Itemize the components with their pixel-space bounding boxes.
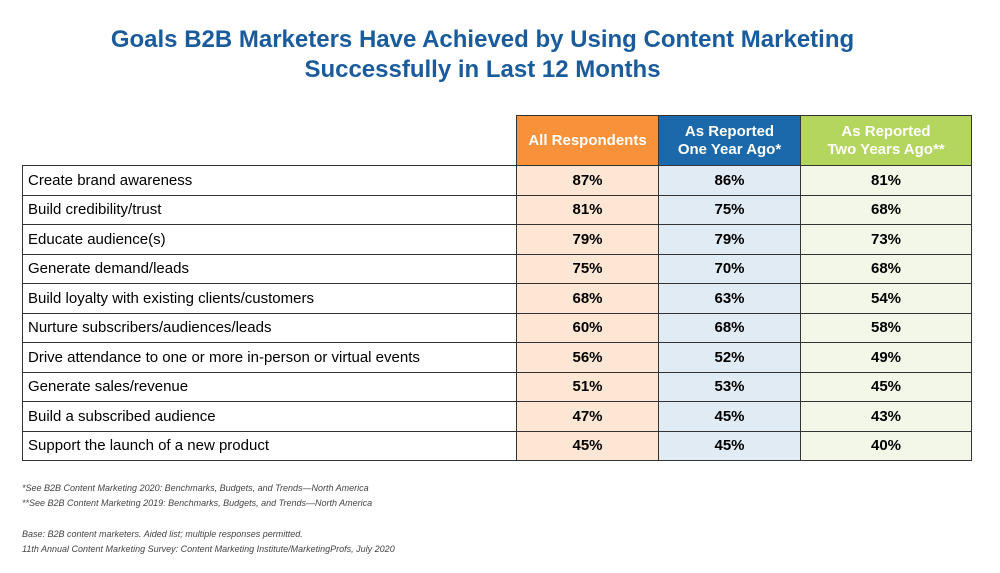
table-row: Nurture subscribers/audiences/leads 60% 68… — [22, 312, 972, 343]
value-all-respondents: 79% — [516, 224, 659, 255]
header-empty — [22, 115, 517, 166]
value-one-year-ago: 52% — [658, 342, 801, 373]
value-two-years-ago: 73% — [800, 224, 972, 255]
value-two-years-ago: 45% — [800, 371, 972, 402]
value-two-years-ago: 81% — [800, 165, 972, 196]
table-row: Drive attendance to one or more in-perso… — [22, 342, 972, 373]
value-two-years-ago: 58% — [800, 312, 972, 343]
header-line: As Reported — [684, 122, 775, 140]
header-line: As Reported — [841, 122, 931, 140]
title-line-2: Successfully in Last 12 Months — [304, 56, 661, 83]
title-line-1: Goals B2B Marketers Have Achieved by Usi… — [110, 26, 855, 53]
row-label: Educate audience(s) — [22, 224, 517, 255]
row-label: Create brand awareness — [22, 165, 517, 196]
source-line: 11th Annual Content Marketing Survey: Co… — [22, 544, 395, 554]
header-line: One Year Ago* — [677, 140, 782, 158]
value-one-year-ago: 45% — [658, 401, 801, 432]
table-row: Educate audience(s) 79% 79% 73% — [22, 224, 972, 255]
chart-title: Goals B2B Marketers Have Achieved by Usi… — [0, 25, 965, 85]
value-all-respondents: 75% — [516, 253, 659, 284]
row-label: Build credibility/trust — [22, 194, 517, 225]
value-one-year-ago: 79% — [658, 224, 801, 255]
value-two-years-ago: 68% — [800, 253, 972, 284]
value-two-years-ago: 49% — [800, 342, 972, 373]
header-two-years-ago: As Reported Two Years Ago** — [800, 115, 972, 166]
row-label: Generate demand/leads — [22, 253, 517, 284]
table-row: Generate demand/leads 75% 70% 68% — [22, 253, 972, 284]
value-one-year-ago: 86% — [658, 165, 801, 196]
row-label: Support the launch of a new product — [22, 430, 517, 461]
table-row: Support the launch of a new product 45% 45… — [22, 430, 972, 461]
header-one-year-ago: As Reported One Year Ago* — [658, 115, 801, 166]
value-all-respondents: 60% — [516, 312, 659, 343]
table-row: Create brand awareness 87% 86% 81% — [22, 165, 972, 196]
value-two-years-ago: 68% — [800, 194, 972, 225]
row-label: Build loyalty with existing clients/cust… — [22, 283, 517, 314]
value-one-year-ago: 68% — [658, 312, 801, 343]
row-label: Drive attendance to one or more in-perso… — [22, 342, 517, 373]
row-label: Build a subscribed audience — [22, 401, 517, 432]
row-label: Generate sales/revenue — [22, 371, 517, 402]
value-two-years-ago: 40% — [800, 430, 972, 461]
value-all-respondents: 56% — [516, 342, 659, 373]
value-all-respondents: 81% — [516, 194, 659, 225]
value-all-respondents: 87% — [516, 165, 659, 196]
value-two-years-ago: 43% — [800, 401, 972, 432]
value-all-respondents: 47% — [516, 401, 659, 432]
footnote: *See B2B Content Marketing 2020: Benchma… — [22, 483, 369, 493]
value-all-respondents: 68% — [516, 283, 659, 314]
table-row: Build a subscribed audience 47% 45% 43% — [22, 401, 972, 432]
header-all-respondents: All Respondents — [516, 115, 659, 166]
footnotes: *See B2B Content Marketing 2020: Benchma… — [22, 481, 372, 511]
footnote: **See B2B Content Marketing 2019: Benchm… — [22, 498, 373, 508]
table-row: Build loyalty with existing clients/cust… — [22, 283, 972, 314]
table-row: Generate sales/revenue 51% 53% 45% — [22, 371, 972, 402]
results-table: All Respondents As Reported One Year Ago*… — [22, 115, 972, 461]
source-notes: Base: B2B content marketers. Aided list;… — [22, 527, 395, 557]
value-one-year-ago: 63% — [658, 283, 801, 314]
row-label: Nurture subscribers/audiences/leads — [22, 312, 517, 343]
value-one-year-ago: 75% — [658, 194, 801, 225]
header-line: Two Years Ago** — [827, 140, 945, 158]
value-one-year-ago: 45% — [658, 430, 801, 461]
value-all-respondents: 51% — [516, 371, 659, 402]
table-row: Build credibility/trust 81% 75% 68% — [22, 194, 972, 225]
value-one-year-ago: 53% — [658, 371, 801, 402]
source-line: Base: B2B content marketers. Aided list;… — [22, 529, 303, 539]
value-one-year-ago: 70% — [658, 253, 801, 284]
value-two-years-ago: 54% — [800, 283, 972, 314]
value-all-respondents: 45% — [516, 430, 659, 461]
